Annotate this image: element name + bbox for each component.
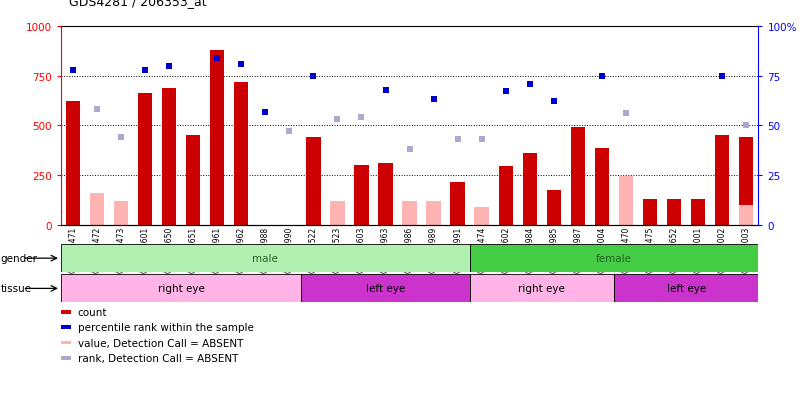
- Bar: [61, 356, 71, 360]
- Point: [162, 63, 175, 70]
- Bar: [450, 183, 465, 225]
- Point: [114, 135, 127, 141]
- Bar: [61, 310, 71, 314]
- Point: [427, 97, 440, 104]
- Point: [740, 123, 753, 129]
- Bar: [667, 199, 681, 225]
- Bar: [499, 166, 513, 225]
- Text: GDS4281 / 206353_at: GDS4281 / 206353_at: [69, 0, 207, 8]
- Bar: [643, 199, 657, 225]
- Bar: [470, 244, 758, 273]
- Point: [259, 110, 272, 116]
- Text: left eye: left eye: [366, 284, 406, 294]
- Point: [307, 73, 320, 80]
- Point: [90, 107, 103, 114]
- Text: rank, Detection Call = ABSENT: rank, Detection Call = ABSENT: [78, 353, 238, 363]
- Bar: [594, 149, 609, 225]
- Bar: [330, 201, 345, 225]
- Bar: [378, 164, 393, 225]
- Bar: [474, 207, 489, 225]
- Bar: [402, 201, 417, 225]
- Bar: [619, 176, 633, 225]
- Point: [716, 73, 729, 80]
- Bar: [691, 199, 706, 225]
- Text: gender: gender: [1, 254, 38, 263]
- Point: [523, 81, 536, 88]
- Text: left eye: left eye: [667, 284, 706, 294]
- Text: percentile rank within the sample: percentile rank within the sample: [78, 322, 254, 332]
- Bar: [61, 244, 470, 273]
- Bar: [138, 94, 152, 225]
- Bar: [354, 166, 369, 225]
- Point: [283, 128, 296, 135]
- Point: [547, 99, 560, 105]
- Bar: [522, 154, 537, 225]
- Text: right eye: right eye: [157, 284, 204, 294]
- Point: [211, 55, 224, 62]
- Bar: [470, 275, 614, 303]
- Text: right eye: right eye: [518, 284, 565, 294]
- Point: [595, 73, 608, 80]
- Bar: [61, 275, 302, 303]
- Bar: [66, 102, 80, 225]
- Point: [451, 137, 464, 143]
- Bar: [427, 201, 441, 225]
- Bar: [210, 51, 225, 225]
- Text: tissue: tissue: [1, 284, 32, 294]
- Bar: [306, 138, 320, 225]
- Bar: [547, 190, 561, 225]
- Bar: [614, 275, 758, 303]
- Point: [234, 61, 247, 68]
- Bar: [61, 325, 71, 329]
- Bar: [114, 201, 128, 225]
- Bar: [739, 205, 753, 225]
- Point: [500, 89, 513, 95]
- Bar: [186, 136, 200, 225]
- Bar: [739, 138, 753, 225]
- Point: [379, 87, 392, 94]
- Point: [67, 67, 79, 74]
- Bar: [715, 136, 729, 225]
- Bar: [302, 275, 470, 303]
- Point: [620, 111, 633, 117]
- Point: [139, 67, 152, 74]
- Text: male: male: [252, 254, 278, 263]
- Text: female: female: [596, 254, 632, 263]
- Point: [331, 117, 344, 123]
- Text: value, Detection Call = ABSENT: value, Detection Call = ABSENT: [78, 338, 243, 348]
- Point: [475, 137, 488, 143]
- Point: [355, 115, 368, 121]
- Bar: [90, 193, 104, 225]
- Bar: [162, 88, 176, 225]
- Point: [403, 147, 416, 153]
- Bar: [234, 82, 248, 225]
- Bar: [61, 341, 71, 344]
- Text: count: count: [78, 307, 107, 317]
- Bar: [571, 128, 585, 225]
